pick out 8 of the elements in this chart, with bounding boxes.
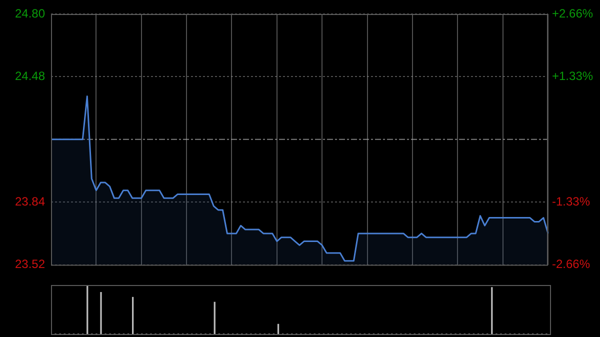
y2-tick-label: +2.66% [552,6,594,20]
y2-tick-label: -2.66% [552,257,590,272]
y-tick-label: 24.48 [14,69,46,84]
y2-tick-label: +1.33% [552,69,594,84]
y-tick-label: 23.84 [14,194,46,208]
y2-tick-label: -1.33% [552,194,590,208]
y-tick-label: 23.52 [14,257,46,272]
y-tick-label: 24.80 [14,6,46,20]
